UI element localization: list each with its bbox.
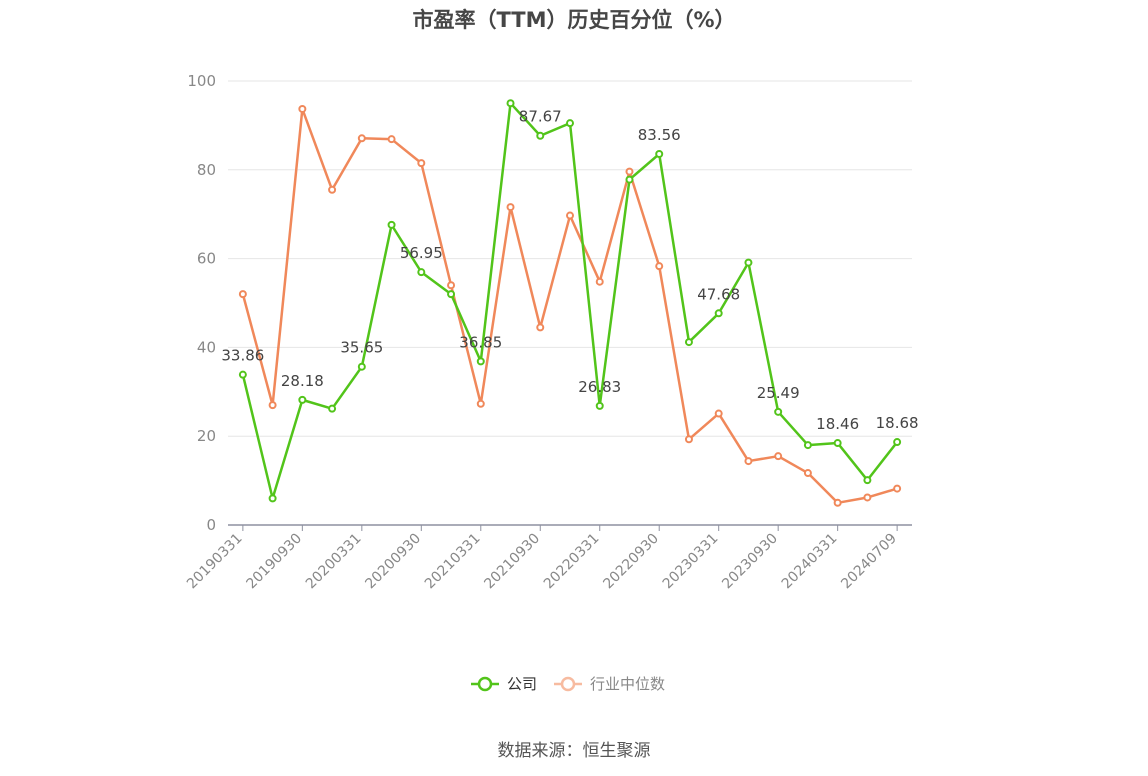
data-point xyxy=(566,119,574,128)
y-tick-label: 80 xyxy=(197,161,216,179)
data-label: 83.56 xyxy=(638,126,681,144)
x-tick-label: 20230930 xyxy=(719,531,781,593)
data-point xyxy=(774,452,783,461)
data-point xyxy=(566,211,574,220)
x-tick-label: 20230331 xyxy=(660,531,722,593)
x-tick-label: 20240331 xyxy=(779,531,841,593)
data-point xyxy=(833,439,842,448)
data-point xyxy=(863,476,872,485)
x-tick-label: 20210331 xyxy=(422,531,484,593)
data-point xyxy=(387,135,396,144)
data-point xyxy=(268,401,277,410)
data-point xyxy=(684,338,693,347)
data-point xyxy=(595,401,604,410)
data-point xyxy=(357,134,366,143)
data-point xyxy=(684,435,693,444)
data-point xyxy=(238,370,247,379)
data-point xyxy=(506,99,515,108)
series-line-company xyxy=(241,101,899,500)
x-tick-label: 20220930 xyxy=(600,531,662,593)
data-point xyxy=(803,469,812,478)
data-point xyxy=(417,268,426,277)
data-point xyxy=(714,409,723,418)
data-point xyxy=(357,362,366,371)
data-label: 56.95 xyxy=(400,244,443,262)
company-legend-icon xyxy=(471,676,499,691)
y-tick-label: 0 xyxy=(206,516,216,534)
data-point xyxy=(774,407,783,416)
x-tick-label: 20210930 xyxy=(481,531,543,593)
data-point xyxy=(833,498,842,507)
data-point xyxy=(476,357,485,366)
data-point xyxy=(863,493,872,502)
data-point xyxy=(536,131,545,140)
data-point xyxy=(328,404,337,413)
industry-legend-icon xyxy=(554,676,583,691)
y-tick-label: 40 xyxy=(197,338,216,356)
data-point xyxy=(625,167,634,176)
y-tick-label: 100 xyxy=(187,72,216,90)
data-label: 87.67 xyxy=(519,108,562,126)
data-point xyxy=(506,203,515,212)
legend: 公司 行业中位数 xyxy=(470,673,681,694)
x-tick-label: 20190930 xyxy=(243,531,305,593)
y-tick-label: 20 xyxy=(197,427,216,445)
data-point xyxy=(655,262,664,271)
x-tick-label: 20200930 xyxy=(362,531,424,593)
data-label: 18.46 xyxy=(816,415,859,433)
data-point xyxy=(238,290,247,299)
data-source: 数据来源：恒生聚源 xyxy=(497,741,651,761)
data-point xyxy=(655,149,664,158)
data-point xyxy=(447,281,456,290)
data-point xyxy=(595,277,604,286)
data-point xyxy=(298,395,307,404)
line-chart: 0 20 40 60 80 100 2019033120190930202003312020… xyxy=(184,72,919,593)
data-point xyxy=(417,159,426,168)
x-tick-label: 20240709 xyxy=(838,531,900,593)
x-tick-label: 20190331 xyxy=(184,531,246,593)
data-label: 25.49 xyxy=(757,384,800,402)
data-point xyxy=(744,258,753,267)
data-label: 33.86 xyxy=(221,347,264,365)
data-point xyxy=(714,309,723,318)
legend-item-industry[interactable]: 行业中位数 xyxy=(553,673,665,694)
data-label: 47.68 xyxy=(697,285,740,303)
y-tick-label: 60 xyxy=(197,250,216,268)
data-point xyxy=(476,399,485,408)
data-label: 26.83 xyxy=(578,378,621,396)
data-point xyxy=(328,185,337,194)
data-point xyxy=(744,457,753,466)
data-label: 36.85 xyxy=(459,333,502,351)
series-line-industry xyxy=(241,107,898,505)
data-point xyxy=(625,175,634,184)
data-point xyxy=(387,220,396,229)
x-tick-label: 20200331 xyxy=(303,531,365,593)
chart-title: 市盈率（TTM）历史百分位（%） xyxy=(412,8,736,32)
data-point xyxy=(447,290,456,299)
data-point xyxy=(893,438,902,447)
data-point xyxy=(893,484,902,493)
data-point xyxy=(536,323,545,332)
data-label: 18.68 xyxy=(876,414,919,432)
x-tick-label: 20220331 xyxy=(541,531,603,593)
data-label: 28.18 xyxy=(281,372,324,390)
legend-item-company[interactable]: 公司 xyxy=(470,673,537,694)
data-point xyxy=(298,104,307,113)
legend-label-industry: 行业中位数 xyxy=(590,675,666,693)
data-point xyxy=(268,494,277,503)
data-label: 35.65 xyxy=(340,339,383,357)
data-point xyxy=(803,441,812,450)
legend-label-company: 公司 xyxy=(507,675,538,693)
